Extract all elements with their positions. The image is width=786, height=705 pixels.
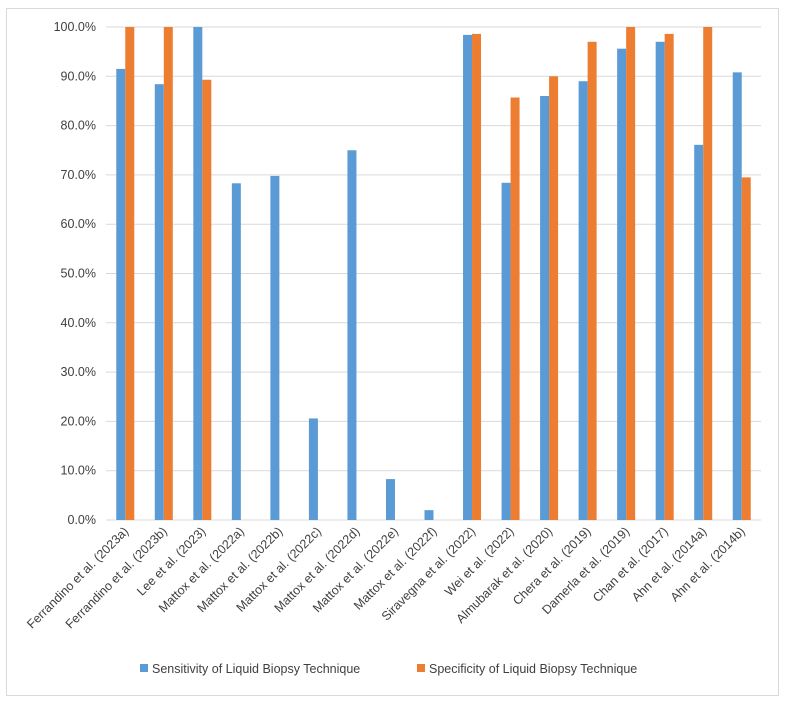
specificity-bar [163,27,173,520]
specificity-bar [587,41,597,520]
sensitivity-bar [347,150,357,520]
y-tick-label: 20.0% [61,414,96,428]
specificity-bar [741,177,751,521]
sensitivity-bar [463,34,473,520]
specificity-bar [510,97,520,521]
sensitivity-bar [694,144,704,520]
legend-swatch-sensitivity [140,664,148,672]
legend-label-specificity: Specificity of Liquid Biopsy Technique [429,662,637,676]
y-tick-label: 80.0% [61,119,96,133]
y-tick-label: 30.0% [61,365,96,379]
specificity-bar [549,76,559,521]
specificity-bar [703,27,713,520]
sensitivity-bar [270,175,280,521]
y-tick-label: 40.0% [61,316,96,330]
sensitivity-bar [385,479,395,520]
y-tick-label: 90.0% [61,69,96,83]
legend-label-sensitivity: Sensitivity of Liquid Biopsy Technique [152,662,360,676]
x-axis-categories: Ferrandino et al. (2023a)Ferrandino et a… [24,524,748,631]
chart-frame: 0.0% 10.0% 20.0% 30.0% 40.0% 50.0% 60.0% 70.0% 8… [6,8,779,696]
y-tick-label: 50.0% [61,267,96,281]
sensitivity-bar [424,510,434,520]
y-tick-label: 60.0% [61,217,96,231]
sensitivity-bar [617,48,627,520]
specificity-bar [626,27,636,520]
sensitivity-bar [501,182,511,520]
bar-chart: 0.0% 10.0% 20.0% 30.0% 40.0% 50.0% 60.0% 70.0% 8… [24,20,761,676]
specificity-bar [202,79,212,520]
sensitivity-bar [193,27,203,520]
y-tick-label: 10.0% [61,464,96,478]
y-axis-ticks: 0.0% 10.0% 20.0% 30.0% 40.0% 50.0% 60.0% 70.0% 8… [54,20,96,527]
specificity-bar [664,33,674,520]
y-tick-label: 0.0% [68,513,97,527]
sensitivity-bar [578,81,588,520]
specificity-bar [472,33,482,520]
y-tick-label: 100.0% [54,20,96,34]
x-category-label: Lee et al. (2023) [134,524,208,598]
sensitivity-bar [540,96,550,521]
x-category-label: Ahn et al. (2014b) [668,524,748,604]
sensitivity-bar [231,183,241,520]
legend: Sensitivity of Liquid Biopsy Technique Sp… [140,662,637,676]
sensitivity-bar [116,68,126,520]
y-tick-label: 70.0% [61,168,96,182]
sensitivity-bar [308,418,318,520]
sensitivity-bar [655,41,665,520]
bars [116,27,751,521]
sensitivity-bar [154,84,164,521]
specificity-bar [125,27,135,520]
legend-swatch-specificity [417,664,425,672]
x-category-label: Wei et al. (2022) [442,524,517,599]
sensitivity-bar [732,72,742,520]
gridlines [106,26,761,521]
